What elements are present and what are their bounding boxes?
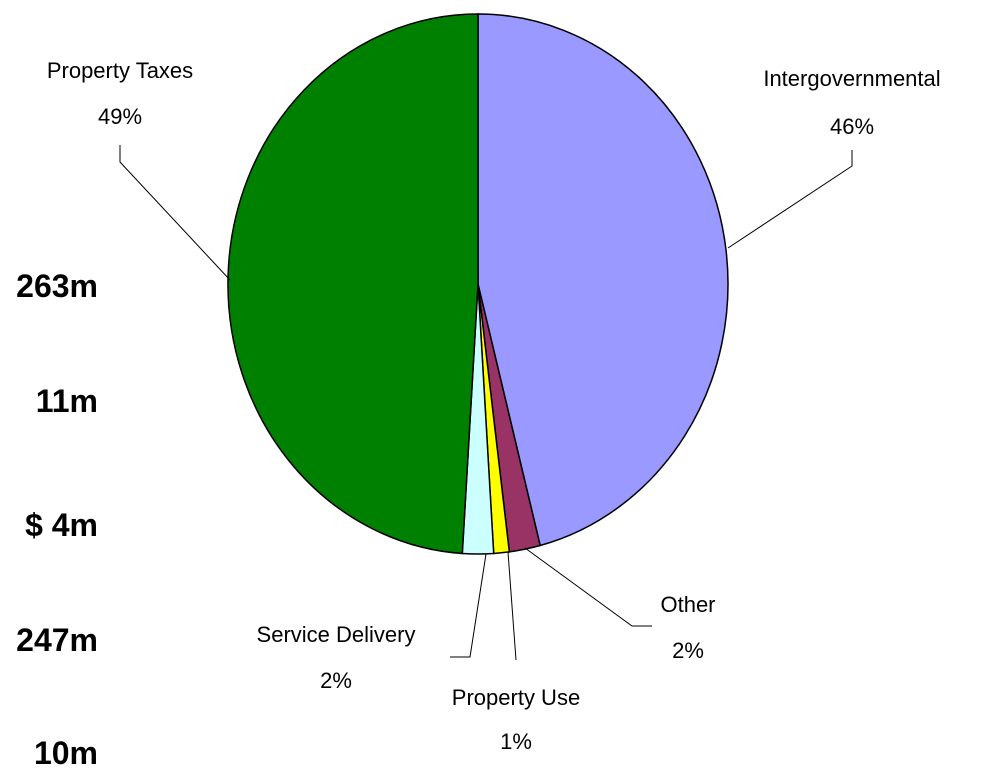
label-intergovernmental-pct: 46% [830, 114, 874, 139]
label-service-delivery-pct: 2% [320, 668, 352, 693]
label-property-use-name: Property Use [452, 685, 580, 710]
label-property-taxes-pct: 49% [98, 104, 142, 129]
leader-lines [119, 145, 853, 661]
pie-slices [227, 13, 729, 555]
leader-property-taxes [119, 145, 231, 281]
leader-service-delivery [450, 553, 487, 658]
leader-intergovernmental [727, 150, 853, 249]
leader-property-use [507, 551, 517, 661]
label-other-pct: 2% [672, 638, 704, 663]
pie-slice-intergovernmental [477, 13, 729, 547]
label-property-use-pct: 1% [500, 729, 532, 754]
pie-chart: Intergovernmental 46% Other 2% Property … [47, 13, 941, 754]
label-intergovernmental-name: Intergovernmental [763, 66, 940, 91]
leader-other [524, 547, 652, 627]
side-amount-4: 247m [16, 622, 98, 658]
side-amount-3: $ 4m [25, 507, 98, 543]
side-amount-2: 11m [35, 383, 98, 419]
side-amount-1: 263m [16, 268, 98, 304]
label-service-delivery-name: Service Delivery [257, 622, 416, 647]
label-other-name: Other [660, 592, 715, 617]
slice-labels: Intergovernmental 46% Other 2% Property … [47, 58, 941, 754]
label-property-taxes-name: Property Taxes [47, 58, 193, 83]
pie-slice-property-taxes [227, 13, 479, 555]
